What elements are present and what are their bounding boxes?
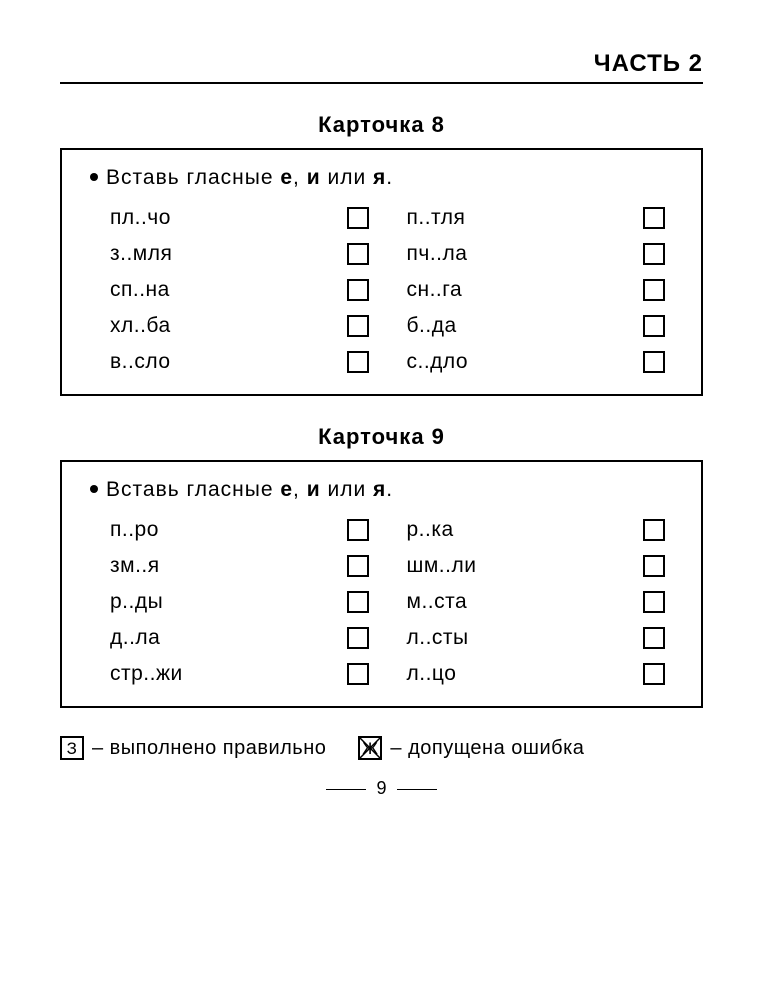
card8-instruction: Вставь гласные е, и или я.	[90, 166, 673, 190]
word-text: сн..га	[407, 278, 463, 302]
instr-text: или	[321, 478, 373, 501]
word-text: р..ка	[407, 518, 454, 542]
word-cell: з..мля	[110, 242, 377, 266]
word-cell: п..тля	[407, 206, 674, 230]
answer-box[interactable]	[347, 555, 369, 577]
word-cell: с..дло	[407, 350, 674, 374]
answer-box[interactable]	[347, 207, 369, 229]
word-cell: пл..чо	[110, 206, 377, 230]
answer-box[interactable]	[643, 555, 665, 577]
answer-box[interactable]	[347, 279, 369, 301]
instr-text: .	[386, 478, 393, 501]
instr-bold: е	[280, 166, 293, 189]
instr-bold: и	[307, 478, 321, 501]
card8-grid: пл..чо п..тля з..мля пч..ла сп..на сн..г…	[90, 206, 673, 374]
answer-box[interactable]	[643, 519, 665, 541]
card9-box: Вставь гласные е, и или я. п..ро р..ка з…	[60, 460, 703, 708]
instr-text: ,	[293, 478, 307, 501]
part-header: ЧАСТЬ 2	[60, 50, 703, 84]
instr-text: или	[321, 166, 373, 189]
answer-box[interactable]	[347, 351, 369, 373]
legend-bad-text: – допущена ошибка	[390, 737, 584, 760]
bullet-icon	[90, 173, 98, 181]
word-text: пч..ла	[407, 242, 468, 266]
answer-box[interactable]	[347, 315, 369, 337]
word-text: п..ро	[110, 518, 159, 542]
word-text: стр..жи	[110, 662, 183, 686]
word-text: пл..чо	[110, 206, 171, 230]
word-cell: пч..ла	[407, 242, 674, 266]
word-cell: л..цо	[407, 662, 674, 686]
instr-bold: я	[373, 478, 386, 501]
word-text: зм..я	[110, 554, 160, 578]
legend-bad-box: Ж	[358, 736, 382, 760]
word-text: в..сло	[110, 350, 171, 374]
answer-box[interactable]	[347, 519, 369, 541]
word-text: л..сты	[407, 626, 469, 650]
answer-box[interactable]	[643, 243, 665, 265]
answer-box[interactable]	[347, 243, 369, 265]
card8-title: Карточка 8	[60, 112, 703, 138]
word-text: сп..на	[110, 278, 170, 302]
word-cell: шм..ли	[407, 554, 674, 578]
answer-box[interactable]	[643, 591, 665, 613]
word-cell: д..ла	[110, 626, 377, 650]
word-text: з..мля	[110, 242, 172, 266]
word-text: хл..ба	[110, 314, 171, 338]
page-number: 9	[60, 778, 703, 799]
instr-bold: е	[280, 478, 293, 501]
word-text: б..да	[407, 314, 457, 338]
answer-box[interactable]	[643, 663, 665, 685]
answer-box[interactable]	[347, 663, 369, 685]
instr-bold: и	[307, 166, 321, 189]
word-cell: р..ды	[110, 590, 377, 614]
legend: З – выполнено правильно Ж – допущена оши…	[60, 736, 703, 760]
answer-box[interactable]	[643, 279, 665, 301]
word-cell: б..да	[407, 314, 674, 338]
word-cell: стр..жи	[110, 662, 377, 686]
word-cell: зм..я	[110, 554, 377, 578]
legend-bad-mark: Ж	[362, 740, 378, 757]
word-text: д..ла	[110, 626, 160, 650]
instr-text: Вставь гласные	[106, 166, 280, 189]
card8-box: Вставь гласные е, и или я. пл..чо п..тля…	[60, 148, 703, 396]
answer-box[interactable]	[643, 315, 665, 337]
word-text: шм..ли	[407, 554, 477, 578]
word-text: с..дло	[407, 350, 469, 374]
answer-box[interactable]	[643, 207, 665, 229]
instr-bold: я	[373, 166, 386, 189]
instr-text: .	[386, 166, 393, 189]
card9-instruction: Вставь гласные е, и или я.	[90, 478, 673, 502]
card9-grid: п..ро р..ка зм..я шм..ли р..ды м..ста д.…	[90, 518, 673, 686]
answer-box[interactable]	[643, 627, 665, 649]
word-cell: м..ста	[407, 590, 674, 614]
word-cell: хл..ба	[110, 314, 377, 338]
word-cell: сн..га	[407, 278, 674, 302]
word-cell: в..сло	[110, 350, 377, 374]
answer-box[interactable]	[347, 627, 369, 649]
word-cell: сп..на	[110, 278, 377, 302]
bullet-icon	[90, 485, 98, 493]
instr-text: Вставь гласные	[106, 478, 280, 501]
word-cell: р..ка	[407, 518, 674, 542]
word-text: л..цо	[407, 662, 457, 686]
legend-good-box: З	[60, 736, 84, 760]
answer-box[interactable]	[347, 591, 369, 613]
word-text: п..тля	[407, 206, 466, 230]
word-cell: п..ро	[110, 518, 377, 542]
legend-good-text: – выполнено правильно	[92, 737, 326, 760]
instr-text: ,	[293, 166, 307, 189]
word-cell: л..сты	[407, 626, 674, 650]
word-text: р..ды	[110, 590, 163, 614]
answer-box[interactable]	[643, 351, 665, 373]
word-text: м..ста	[407, 590, 468, 614]
card9-title: Карточка 9	[60, 424, 703, 450]
